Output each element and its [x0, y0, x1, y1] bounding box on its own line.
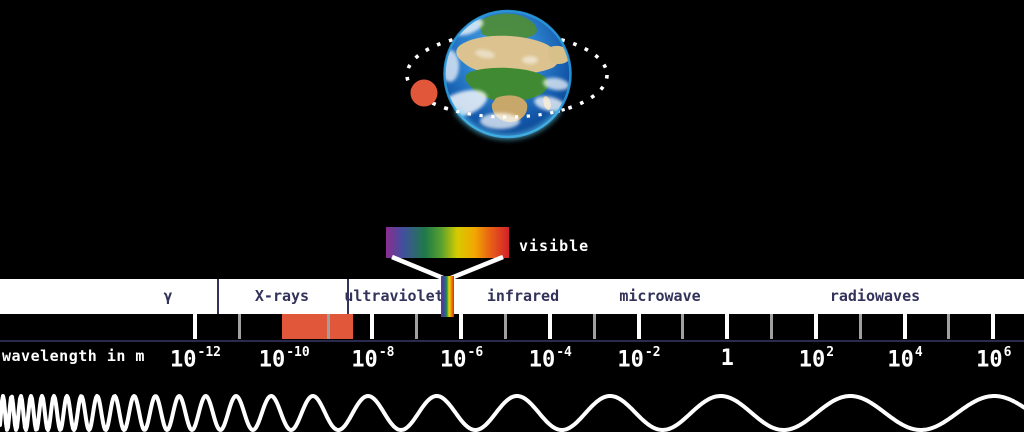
tick-exponent: 6: [1003, 345, 1012, 360]
wavelength-scale-bar: [0, 314, 1024, 339]
scale-underline: [0, 340, 1024, 342]
earth-image: [443, 9, 572, 139]
band-divider: [346, 279, 349, 314]
tick-label-10e-8: 10-8: [351, 345, 395, 373]
major-tick: [370, 314, 375, 339]
orbit-ellipse-front-arc: [444, 106, 570, 119]
minor-tick: [326, 314, 330, 339]
tick-exponent: -8: [378, 345, 395, 360]
tick-base: 10: [617, 347, 644, 373]
major-tick: [193, 314, 197, 339]
major-tick: [547, 314, 552, 339]
earth-land-europe: [478, 13, 537, 40]
tick-base: 10: [976, 347, 1003, 373]
tick-label-1: 1: [721, 348, 734, 370]
wavelength-wave: [0, 394, 1024, 432]
major-tick: [636, 314, 641, 339]
band-label-radiowaves: radiowaves: [829, 287, 921, 305]
major-tick: [813, 314, 818, 339]
tick-base: 10: [258, 347, 286, 373]
tick-exponent: -2: [644, 345, 661, 360]
tick-label-10e-4: 10-4: [528, 345, 572, 373]
tick-exponent: -10: [286, 345, 310, 360]
major-tick: [902, 314, 907, 339]
tick-exponent: 2: [826, 345, 835, 360]
minor-tick: [947, 314, 951, 339]
band-label-microwave: microwave: [619, 287, 701, 305]
tick-base: 10: [798, 347, 826, 373]
tick-label-10e6: 106: [976, 345, 1012, 373]
earth-atmosphere-glow: [454, 108, 561, 139]
major-tick: [991, 314, 996, 339]
tick-base: 10: [351, 347, 378, 373]
tick-base: 10: [887, 347, 914, 373]
tick-exponent: -4: [556, 345, 572, 360]
tick-label-10e-12: 10-12: [170, 345, 221, 373]
minor-tick: [503, 314, 507, 339]
minor-tick: [415, 314, 419, 339]
xray-range-highlight: [282, 314, 353, 339]
tick-base: 1: [720, 346, 734, 371]
tick-base: 10: [440, 347, 467, 373]
band-label-xrays: X-rays: [254, 287, 310, 305]
tick-base: 10: [170, 347, 197, 373]
tick-exponent: 4: [914, 345, 923, 360]
tick-exponent: -6: [467, 345, 484, 360]
earth-land-central-africa: [465, 67, 549, 102]
minor-tick: [681, 314, 685, 339]
minor-tick: [592, 314, 596, 339]
minor-tick: [770, 314, 774, 339]
minor-tick: [858, 314, 862, 339]
earth-land-sahara: [456, 35, 559, 75]
earth-orbit-scene: [405, 9, 609, 139]
major-tick: [459, 314, 464, 339]
wavelength-axis-label: wavelength in m: [2, 347, 145, 365]
tick-label-10e2: 102: [798, 345, 835, 373]
tick-exponent: -12: [197, 345, 221, 360]
visible-pointer-lines: [391, 254, 504, 281]
tick-base: 10: [528, 347, 556, 373]
tick-label-10e4: 104: [887, 345, 923, 373]
satellite-dot: [410, 79, 438, 107]
band-label-ultraviolet: ultraviolet: [344, 287, 444, 305]
tick-label-10e-6: 10-6: [440, 345, 484, 373]
band-label-gamma: γ: [163, 287, 173, 305]
spectrum-band-strip: γ X-rays ultraviolet infrared microwave radio…: [0, 279, 1024, 314]
major-tick: [725, 314, 730, 339]
minor-tick: [237, 314, 241, 339]
visible-spectrum-bar: [386, 227, 509, 258]
tick-label-10e-2: 10-2: [617, 345, 661, 373]
tick-label-10e-10: 10-10: [258, 345, 310, 373]
band-label-infrared: infrared: [486, 287, 560, 305]
visible-label: visible: [519, 237, 590, 255]
band-divider: [216, 279, 219, 314]
visible-band-marker: [441, 276, 454, 317]
